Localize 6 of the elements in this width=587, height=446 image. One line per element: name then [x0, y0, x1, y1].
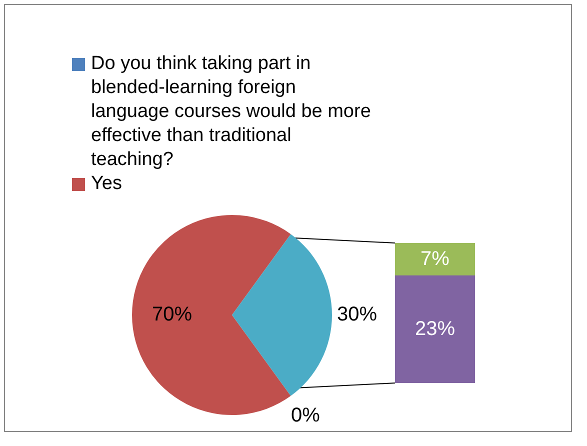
legend-label: Yes	[91, 172, 122, 196]
data-label: 70%	[152, 304, 192, 326]
data-label: 23%	[414, 318, 456, 340]
legend-label: Do you think taking part in blended-learning foreign language courses would be more effective than traditional teaching?	[91, 52, 372, 172]
data-label: 7%	[420, 248, 450, 270]
text: 0%	[291, 404, 320, 427]
